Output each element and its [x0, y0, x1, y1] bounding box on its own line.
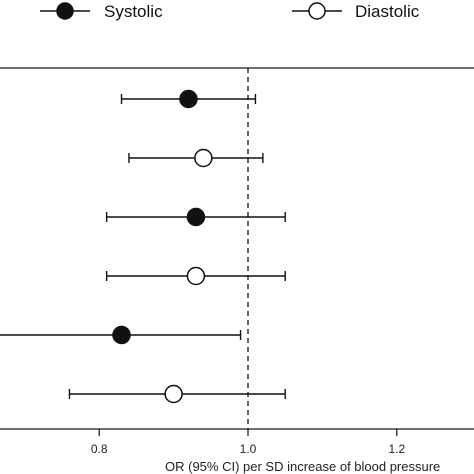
filled-circle-marker	[179, 89, 198, 109]
diastolic-estimate	[68, 384, 286, 404]
open-circle-marker	[186, 266, 206, 286]
x-axis-title: OR (95% CI) per SD increase of blood pre…	[165, 459, 440, 474]
x-tick-label: 1.0	[240, 442, 257, 456]
open-circle-marker	[194, 148, 213, 168]
diastolic-estimate	[128, 148, 264, 168]
systolic-estimate	[0, 325, 242, 345]
systolic-estimate	[105, 207, 286, 227]
open-circle-marker	[164, 384, 183, 404]
systolic-estimate	[120, 89, 257, 109]
legend-diastolic-marker	[308, 2, 326, 20]
diastolic-estimate	[105, 266, 286, 286]
filled-circle-marker	[186, 207, 206, 227]
x-tick-label: 1.2	[388, 442, 405, 456]
legend: Systolic Diastolic	[40, 2, 420, 21]
filled-circle-marker	[112, 325, 131, 345]
data-marks	[0, 89, 286, 404]
x-tick-label: 0.8	[91, 442, 108, 456]
legend-systolic-label: Systolic	[104, 2, 163, 21]
plot-frame	[0, 67, 474, 430]
x-axis: 0.8 1.0 1.2	[91, 429, 405, 456]
legend-diastolic-label: Diastolic	[355, 2, 420, 21]
legend-systolic-marker	[56, 2, 74, 20]
